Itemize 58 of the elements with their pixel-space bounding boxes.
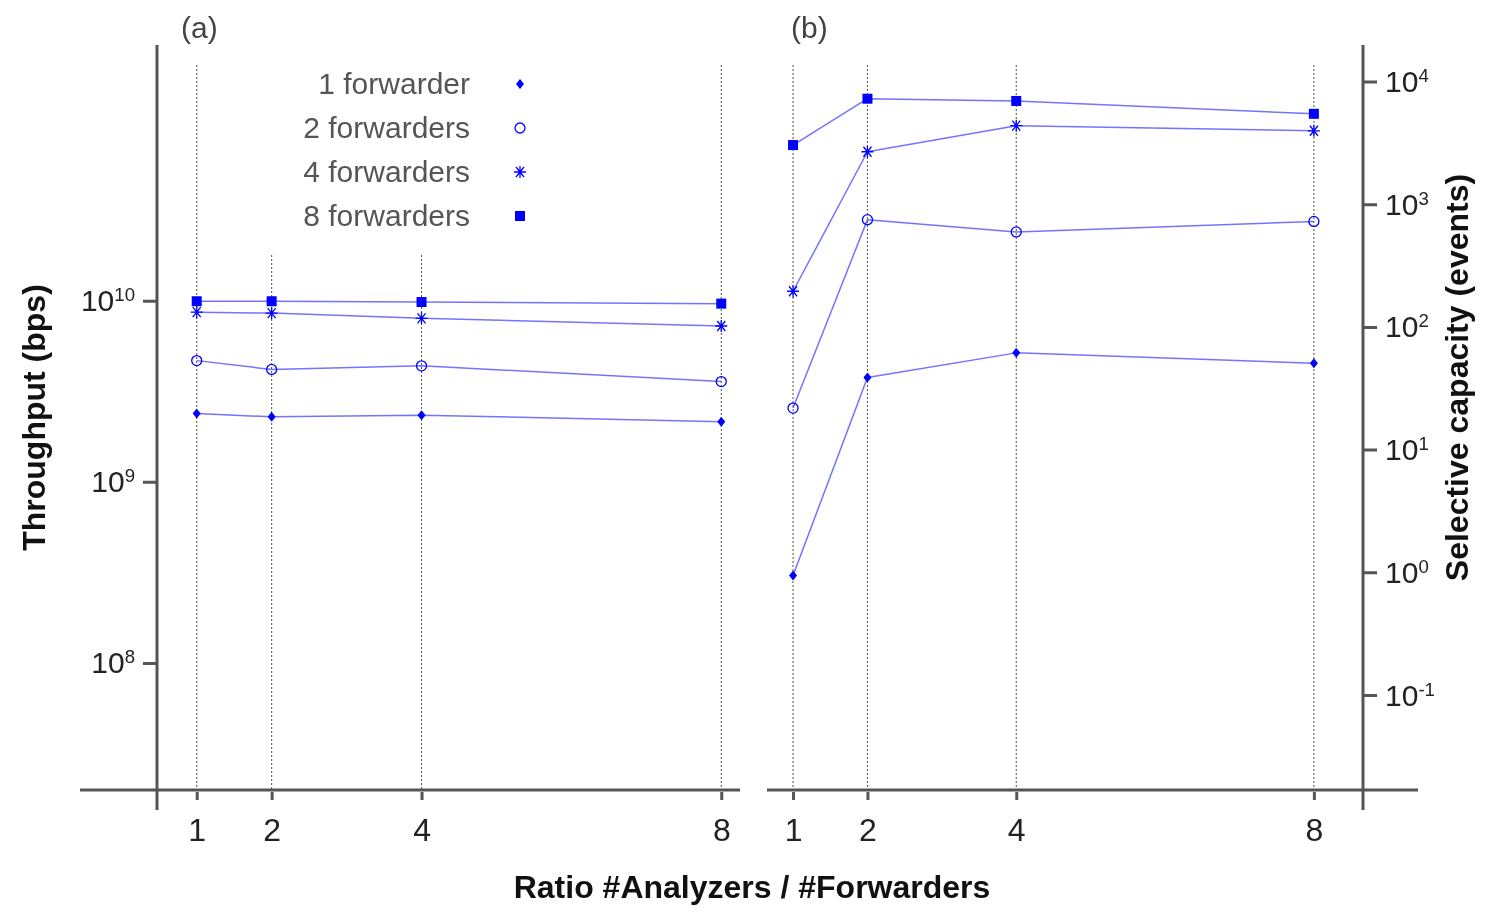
- point: [789, 570, 798, 581]
- x-axis-title: Ratio #Analyzers / #Forwarders: [513, 869, 991, 905]
- x-tick-label: 1: [784, 811, 803, 848]
- point: [1309, 358, 1318, 369]
- point: [1010, 226, 1022, 238]
- point: [714, 319, 728, 333]
- y2-tick-label: 10$^{2}$: [1385, 309, 1429, 344]
- point: [414, 311, 429, 325]
- point: [786, 284, 800, 298]
- point: [192, 408, 201, 419]
- legend-label: 1 forwarder: [318, 67, 470, 100]
- y2-axis-title: Selective capacity (events): [1439, 173, 1475, 582]
- x-tick-label: 2: [263, 811, 282, 848]
- chart-title: (a): [181, 11, 218, 44]
- x-tick-label: 8: [1305, 811, 1324, 848]
- chart-title: (b): [791, 11, 828, 44]
- x-tick-label: 1: [188, 811, 207, 848]
- point: [860, 145, 875, 159]
- legend-label: 8 forwarders: [303, 199, 470, 232]
- point: [416, 297, 427, 308]
- point: [1308, 108, 1319, 119]
- y2-tick-label: 10$^{-1}$: [1385, 678, 1435, 712]
- x-tick-label: 2: [859, 811, 877, 848]
- y-tick-label: 10$^{10}$: [80, 283, 135, 318]
- point: [266, 363, 278, 376]
- x-tick-label: 4: [413, 811, 431, 848]
- point: [861, 214, 874, 226]
- point: [415, 360, 428, 372]
- legend-label: 2 forwarders: [303, 111, 470, 144]
- point: [1307, 124, 1321, 138]
- point: [716, 298, 727, 309]
- legend-label: 4 forwarders: [303, 155, 470, 188]
- x-tick-label: 4: [1007, 811, 1026, 848]
- y-tick-label: 10$^{8}$: [91, 645, 135, 680]
- point: [1308, 215, 1320, 228]
- point: [1009, 119, 1023, 133]
- point: [191, 296, 202, 307]
- y2-tick-label: 10$^{4}$: [1385, 64, 1429, 98]
- y2-tick-label: 10$^{0}$: [1385, 555, 1429, 589]
- point: [717, 416, 726, 427]
- point: [417, 410, 426, 421]
- point: [1012, 347, 1021, 358]
- point: [190, 305, 204, 319]
- point: [788, 140, 799, 151]
- point: [266, 296, 277, 307]
- x-tick-label: 8: [712, 811, 731, 848]
- point: [1011, 95, 1022, 106]
- point: [715, 375, 727, 388]
- point: [863, 372, 872, 383]
- y-tick-label: 10$^{9}$: [91, 464, 135, 499]
- y2-tick-label: 10$^{3}$: [1385, 187, 1429, 221]
- point: [191, 354, 203, 367]
- point: [862, 93, 873, 104]
- point: [787, 402, 799, 414]
- point: [265, 306, 279, 320]
- y2-tick-label: 10$^{1}$: [1385, 432, 1429, 467]
- point: [267, 411, 276, 422]
- y-axis-title: Throughput (bps): [16, 284, 52, 551]
